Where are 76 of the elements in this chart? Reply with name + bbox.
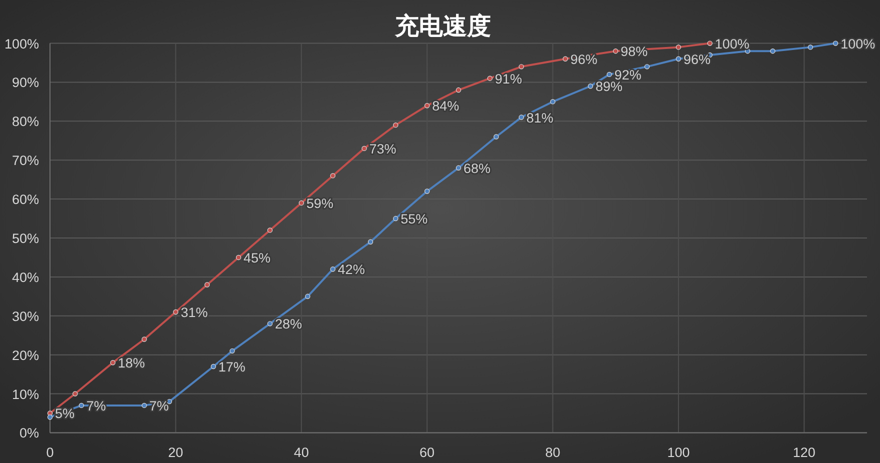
point bbox=[808, 44, 814, 50]
y-tick-label: 50% bbox=[12, 231, 39, 246]
point bbox=[78, 402, 84, 408]
y-tick-label: 10% bbox=[12, 386, 39, 402]
point bbox=[362, 146, 367, 152]
point bbox=[550, 99, 556, 104]
point bbox=[305, 294, 310, 300]
data-label: 81% bbox=[526, 110, 554, 126]
data-label: 18% bbox=[118, 356, 145, 371]
point bbox=[518, 64, 524, 70]
point bbox=[676, 56, 682, 62]
y-tick-label: 70% bbox=[12, 153, 39, 168]
x-tick-label: 80 bbox=[545, 445, 560, 460]
point bbox=[588, 84, 594, 89]
point bbox=[562, 56, 568, 62]
point bbox=[47, 414, 53, 420]
y-tick-label: 90% bbox=[12, 75, 39, 90]
point bbox=[613, 48, 618, 54]
y-tick-label: 60% bbox=[12, 192, 39, 208]
point bbox=[298, 200, 304, 206]
point bbox=[707, 40, 712, 46]
data-label: 31% bbox=[180, 304, 208, 320]
y-tick-label: 100% bbox=[4, 36, 39, 52]
point bbox=[142, 336, 147, 342]
point bbox=[72, 391, 78, 396]
data-label: 45% bbox=[244, 250, 271, 266]
point bbox=[368, 239, 374, 244]
data-label: 100% bbox=[840, 36, 876, 52]
x-tick-label: 100 bbox=[667, 445, 690, 460]
point bbox=[456, 87, 462, 93]
point bbox=[110, 360, 116, 366]
point bbox=[267, 228, 273, 233]
point bbox=[676, 44, 682, 50]
point bbox=[393, 122, 398, 128]
point bbox=[456, 165, 462, 171]
x-tick-label: 120 bbox=[792, 445, 816, 460]
point bbox=[832, 40, 838, 46]
data-label: 59% bbox=[306, 196, 334, 211]
data-label: 100% bbox=[714, 36, 750, 52]
point bbox=[606, 72, 612, 78]
point bbox=[424, 188, 430, 194]
point bbox=[393, 216, 398, 222]
point bbox=[518, 114, 524, 120]
x-tick-label: 20 bbox=[168, 445, 184, 460]
x-tick-label: 0 bbox=[46, 445, 54, 460]
chart-title: 充电速度 bbox=[394, 13, 491, 40]
data-label: 68% bbox=[464, 160, 491, 176]
data-label: 73% bbox=[369, 141, 396, 156]
point bbox=[204, 282, 210, 288]
point bbox=[236, 254, 242, 260]
point bbox=[487, 76, 493, 81]
y-tick-label: 30% bbox=[12, 308, 39, 324]
data-label: 96% bbox=[570, 52, 598, 67]
y-tick-label: 40% bbox=[12, 270, 39, 285]
point bbox=[210, 364, 216, 370]
data-label: 17% bbox=[218, 360, 246, 374]
point bbox=[142, 402, 147, 408]
point bbox=[494, 134, 499, 140]
x-tick-label: 40 bbox=[294, 445, 309, 460]
point bbox=[424, 103, 430, 108]
data-label: 28% bbox=[274, 316, 302, 332]
data-label: 55% bbox=[400, 212, 428, 227]
point bbox=[770, 48, 776, 54]
y-tick-label: 80% bbox=[12, 114, 39, 130]
data-label: 84% bbox=[432, 98, 460, 114]
y-tick-label: 20% bbox=[12, 348, 39, 363]
point bbox=[230, 348, 235, 354]
data-label: 91% bbox=[494, 71, 522, 86]
point bbox=[330, 266, 336, 272]
point bbox=[330, 173, 336, 178]
point bbox=[644, 64, 650, 70]
point bbox=[173, 309, 178, 315]
data-label: 42% bbox=[338, 262, 365, 278]
y-tick-label: 0% bbox=[19, 426, 39, 441]
point bbox=[267, 321, 273, 326]
x-tick-label: 60 bbox=[420, 445, 435, 460]
